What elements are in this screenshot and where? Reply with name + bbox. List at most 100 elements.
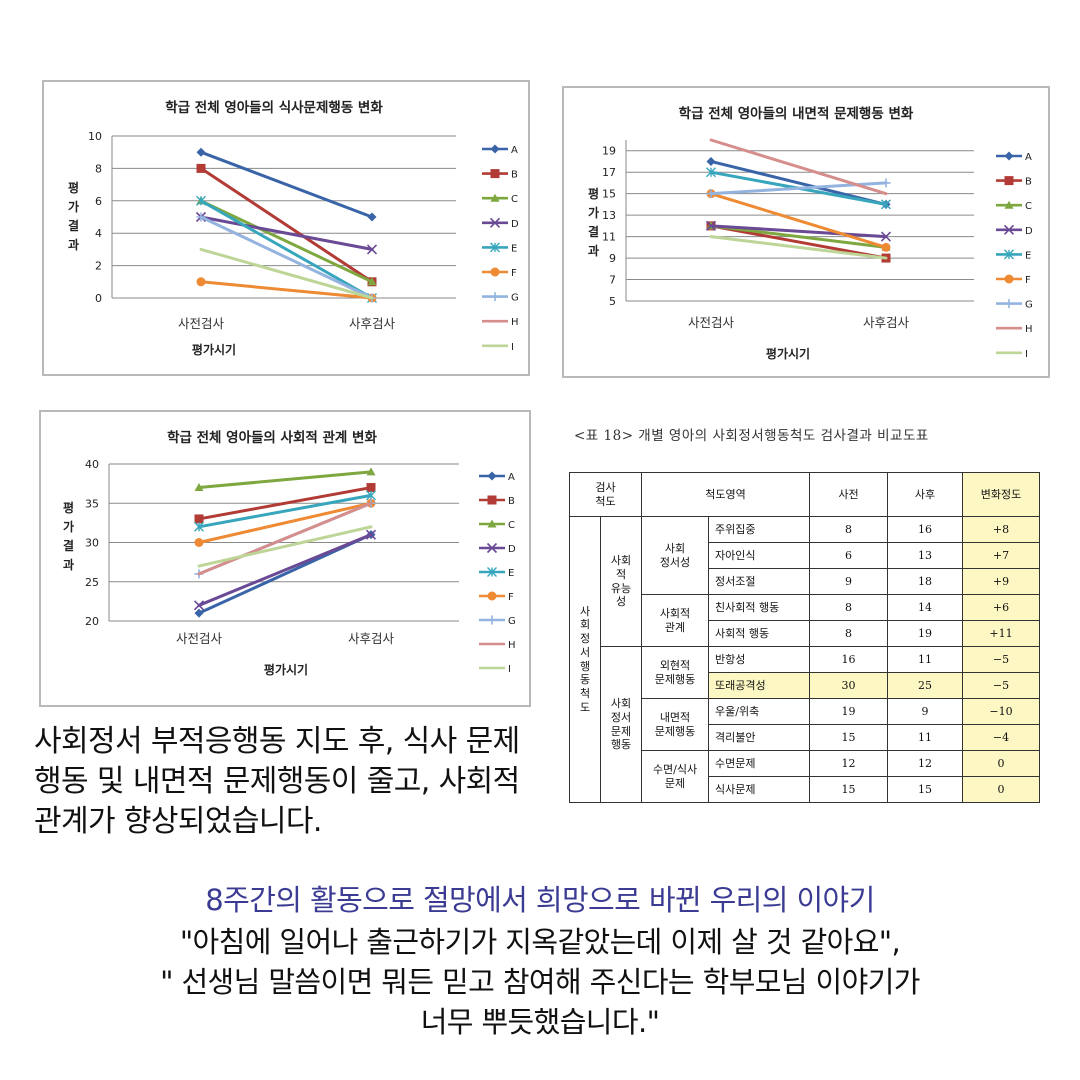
row-item: 격리불안 xyxy=(707,724,811,751)
legend-item-E: E xyxy=(996,249,1031,261)
data-point xyxy=(367,277,377,286)
legend-label: C xyxy=(508,520,515,531)
series-F xyxy=(196,277,377,303)
legend-marker xyxy=(487,519,497,528)
plot-area: 0 2 4 6 8 10 사전검사 사후검사 xyxy=(88,130,456,331)
plot-area: 5 7 9 11 13 15 17 19 사전검사 사후검사 xyxy=(602,138,974,330)
legend-label: I xyxy=(508,664,511,675)
series-line xyxy=(709,192,888,249)
legend-marker xyxy=(487,567,497,577)
legend-item-G: G xyxy=(996,299,1033,311)
legend-marker xyxy=(490,193,500,202)
legend-label: A xyxy=(511,145,518,156)
legend-marker xyxy=(1004,151,1014,161)
series-B xyxy=(194,483,376,524)
legend-label: H xyxy=(508,640,516,651)
sub-social-relation: 사회적 관계 xyxy=(641,594,709,647)
row-post: 12 xyxy=(887,750,964,777)
legend-item-I: I xyxy=(479,664,511,675)
table-row: 수면/식사 문제 수면문제 12 12 0 xyxy=(570,750,1041,803)
row-change: −4 xyxy=(962,724,1041,751)
row-post: 11 xyxy=(887,724,964,751)
data-point xyxy=(881,178,891,188)
legend-item-A: A xyxy=(479,471,515,483)
legend-marker xyxy=(490,144,500,154)
x-tick-label: 사전검사 xyxy=(688,315,735,330)
series-line xyxy=(197,501,373,576)
x-tick-label: 사후검사 xyxy=(349,316,396,331)
legend-label: H xyxy=(511,317,519,328)
series-line xyxy=(199,215,374,300)
data-point xyxy=(705,220,717,231)
data-point xyxy=(196,277,206,287)
row-change: −10 xyxy=(962,698,1041,725)
series-line xyxy=(709,235,888,260)
legend-marker xyxy=(487,615,497,625)
series-line xyxy=(709,224,888,249)
story-title: 8주간의 활동으로 절망에서 희망으로 바뀐 우리의 이야기 xyxy=(205,883,875,917)
header-scale: 검사 척도 xyxy=(569,472,642,517)
y-tick-label: 5 xyxy=(609,295,616,308)
legend-item-C: C xyxy=(479,519,515,531)
sub-external: 외현적 문제행동 xyxy=(641,646,709,699)
sub-social-emotion: 사회 정서성 xyxy=(641,516,709,595)
row-post: 25 xyxy=(887,672,964,699)
chart-title: 학급 전체 영아들의 사회적 관계 변화 xyxy=(167,429,377,446)
legend-item-G: G xyxy=(479,615,516,627)
y-tick-label: 0 xyxy=(95,292,102,305)
legend-marker xyxy=(1004,176,1014,186)
legend-label: D xyxy=(508,544,516,555)
data-point xyxy=(193,600,205,611)
legend-item-G: G xyxy=(482,292,519,304)
legend-label: C xyxy=(511,194,518,205)
y-tick-label: 19 xyxy=(602,145,616,158)
legend: A B C D E F G H I xyxy=(482,144,519,353)
y-tick-label: 15 xyxy=(602,188,616,201)
series-I xyxy=(709,235,888,260)
row-item: 정서조절 xyxy=(707,568,811,595)
row-post: 9 xyxy=(887,698,964,725)
row-item: 반항성 xyxy=(707,646,811,673)
legend-item-C: C xyxy=(482,193,518,205)
series-B xyxy=(196,163,377,287)
row-pre: 16 xyxy=(809,646,889,673)
row-item: 자아인식 xyxy=(707,542,811,569)
internal-behavior-chart: 학급 전체 영아들의 내면적 문제행동 변화 5 7 9 11 13 15 17 19 사전검사… xyxy=(562,86,1050,378)
legend-label: F xyxy=(508,592,514,603)
table-row: 격리불안 15 11 −4 xyxy=(570,724,1041,751)
meal-behavior-chart-svg: 학급 전체 영아들의 식사문제행동 변화 0 2 4 6 8 10 사전검사 사후검사 평가시… xyxy=(68,99,519,357)
legend-label: H xyxy=(1025,324,1033,335)
legend-label: G xyxy=(511,293,519,304)
series-line xyxy=(197,501,373,544)
chart-title: 학급 전체 영아들의 식사문제행동 변화 xyxy=(165,99,383,116)
data-point xyxy=(706,156,716,166)
row-post: 16 xyxy=(887,516,964,543)
row-change: −5 xyxy=(962,646,1041,673)
data-point xyxy=(366,467,376,476)
legend-label: I xyxy=(1025,349,1028,360)
y-tick-label: 20 xyxy=(85,615,99,628)
series-E xyxy=(194,490,376,532)
legend-marker xyxy=(490,169,500,179)
table-header-row: 검사 척도 척도영역 사전 사후 변화정도 xyxy=(569,472,1041,517)
legend-marker xyxy=(487,471,497,481)
legend-label: A xyxy=(1025,152,1032,163)
series-line xyxy=(709,224,888,260)
y-tick-label: 25 xyxy=(85,576,99,589)
legend-item-D: D xyxy=(482,217,519,230)
row-change: +8 xyxy=(962,516,1041,543)
series-line xyxy=(199,280,374,300)
legend-label: I xyxy=(511,342,514,353)
x-tick-label: 사후검사 xyxy=(863,315,910,330)
series-A xyxy=(196,147,377,222)
internal-behavior-chart-svg: 학급 전체 영아들의 내면적 문제행동 변화 5 7 9 11 13 15 17 19 사전검사… xyxy=(588,105,1033,361)
data-point xyxy=(194,483,204,492)
data-point xyxy=(366,244,378,255)
plot-area: 20 25 30 35 40 사전검사 사후검사 xyxy=(85,458,459,646)
row-pre: 8 xyxy=(809,594,889,621)
data-point xyxy=(365,529,377,540)
